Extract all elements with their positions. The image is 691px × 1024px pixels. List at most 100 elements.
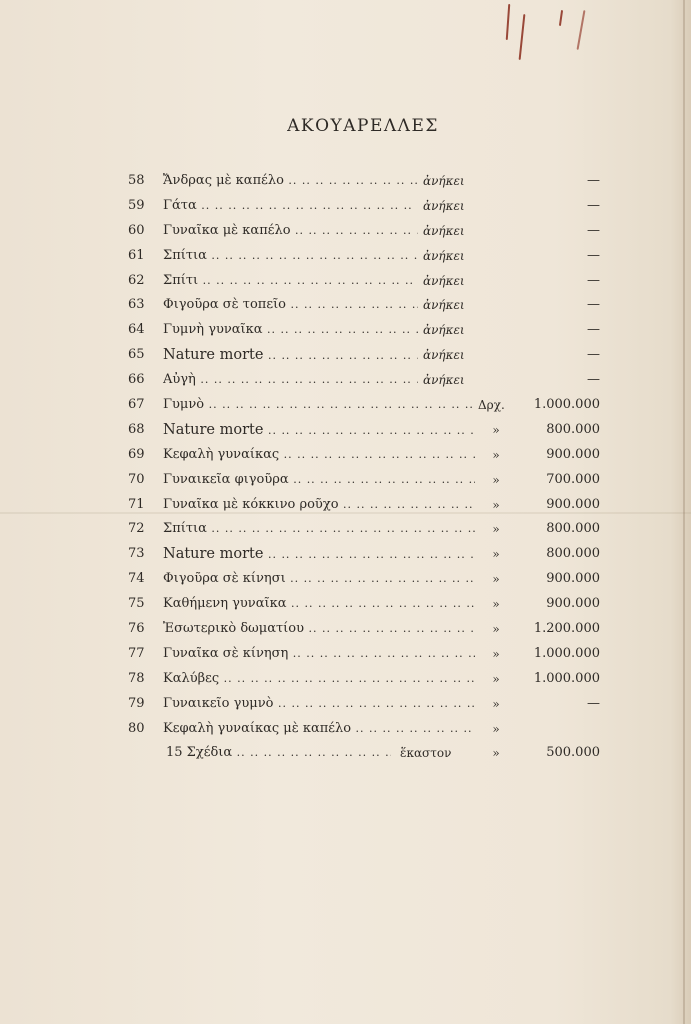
artwork-title-text: Καθήμενη γυναῖκα bbox=[163, 596, 287, 612]
currency-mark: » bbox=[492, 696, 500, 711]
page-title: ΑΚΟΥΑΡΕΛΛΕΣ bbox=[287, 116, 439, 136]
artwork-title-text: Ἄνδρας μὲ καπέλο bbox=[163, 173, 284, 188]
sketches-title: 15 Σχέδια bbox=[166, 741, 391, 766]
price-value: — bbox=[587, 347, 600, 363]
ownership-status: ἀνήκει bbox=[423, 248, 465, 263]
artwork-title-text: Φιγοῦρα σὲ κίνησι bbox=[163, 571, 286, 587]
price-value: — bbox=[587, 695, 600, 711]
artwork-title: Γυναικεῖο γυμνὸ bbox=[163, 692, 475, 717]
price-value: 1.000.000 bbox=[533, 645, 600, 661]
list-item: 60 Γυναῖκα μὲ καπέλο ἀνήκει — bbox=[0, 219, 691, 244]
artwork-title: Σπίτια bbox=[163, 517, 475, 542]
item-number: 72 bbox=[128, 521, 145, 537]
artwork-title: Nature morte bbox=[163, 418, 475, 444]
currency-mark: » bbox=[492, 646, 500, 661]
artwork-title: Ἄνδρας μὲ καπέλο bbox=[163, 169, 418, 194]
list-item: 59 Γάτα ἀνήκει — bbox=[0, 194, 691, 219]
item-number: 71 bbox=[128, 496, 145, 512]
list-item: 58 Ἄνδρας μὲ καπέλο ἀνήκει — bbox=[0, 169, 691, 194]
price-value: — bbox=[587, 272, 600, 288]
list-item: 79 Γυναικεῖο γυμνὸ » — bbox=[0, 692, 691, 717]
currency-mark: » bbox=[492, 597, 500, 612]
artwork-title: Φιγοῦρα σὲ κίνησι bbox=[163, 567, 475, 592]
artwork-title-text: Γυναικεῖο γυμνὸ bbox=[163, 695, 274, 711]
artwork-title-text: Γυμνὸ bbox=[163, 397, 205, 413]
currency-mark: » bbox=[492, 447, 500, 462]
artwork-title: Καλύβες bbox=[163, 667, 475, 692]
artwork-title-text: Ἐσωτερικὸ δωματίου bbox=[163, 621, 304, 637]
item-number: 80 bbox=[128, 720, 145, 736]
list-item: 70 Γυναικεῖα φιγοῦρα » 700.000 bbox=[0, 468, 691, 493]
price-value: 800.000 bbox=[546, 421, 600, 437]
price-value: — bbox=[587, 222, 600, 238]
item-number: 76 bbox=[128, 621, 145, 637]
artwork-title: Γυναῖκα μὲ καπέλο bbox=[163, 219, 418, 244]
item-number: 75 bbox=[128, 596, 145, 612]
price-value: 800.000 bbox=[546, 521, 600, 537]
artwork-title-text: Καλύβες bbox=[163, 670, 220, 686]
list-item-sketches: 15 Σχέδια ἕκαστον » 500.000 bbox=[0, 741, 691, 766]
list-item: 62 Σπίτι ἀνήκει — bbox=[0, 269, 691, 294]
item-number: 69 bbox=[128, 446, 145, 462]
item-number: 59 bbox=[128, 197, 145, 213]
currency-mark: » bbox=[492, 671, 500, 686]
ownership-status: ἀνήκει bbox=[423, 298, 465, 313]
price-value: 1.000.000 bbox=[533, 670, 600, 686]
artwork-title: Nature morte bbox=[163, 343, 418, 369]
artwork-title-text: Γάτα bbox=[163, 197, 197, 213]
list-item: 65 Nature morte ἀνήκει — bbox=[0, 343, 691, 368]
artwork-title: Κεφαλὴ γυναίκας μὲ καπέλο bbox=[163, 717, 475, 742]
artwork-title-text: Σπίτια bbox=[163, 521, 207, 537]
artwork-title: Nature morte bbox=[163, 542, 475, 568]
currency-mark: » bbox=[492, 721, 500, 736]
artwork-title: Γυμνὴ γυναῖκα bbox=[163, 318, 418, 343]
item-number: 79 bbox=[128, 695, 145, 711]
artwork-title-text: Nature morte bbox=[163, 546, 264, 563]
price-value: — bbox=[587, 322, 600, 338]
list-item: 72 Σπίτια » 800.000 bbox=[0, 517, 691, 542]
artwork-title: Γυναῖκα μὲ κόκκινο ροῦχο bbox=[163, 493, 475, 518]
ownership-status: ἀνήκει bbox=[423, 348, 465, 363]
item-number: 63 bbox=[128, 297, 145, 313]
price-value: 900.000 bbox=[546, 496, 600, 512]
price-value: — bbox=[587, 247, 600, 263]
item-number: 73 bbox=[128, 546, 145, 562]
list-item: 75 Καθήμενη γυναῖκα » 900.000 bbox=[0, 592, 691, 617]
item-number: 61 bbox=[128, 247, 145, 263]
price-value: — bbox=[587, 197, 600, 213]
artwork-title-text: Κεφαλὴ γυναίκας μὲ καπέλο bbox=[163, 720, 352, 736]
each-label: ἕκαστον bbox=[400, 746, 452, 761]
item-number: 78 bbox=[128, 670, 145, 686]
price-value: — bbox=[587, 173, 600, 188]
currency-mark: » bbox=[492, 422, 500, 437]
artwork-title-text: Γυμνὴ γυναῖκα bbox=[163, 322, 263, 338]
artwork-title-text: Γυναῖκα σὲ κίνηση bbox=[163, 645, 289, 661]
page-edge bbox=[683, 0, 685, 1024]
artwork-title: Σπίτια bbox=[163, 244, 418, 269]
artwork-title: Κεφαλὴ γυναίκας bbox=[163, 443, 475, 468]
artwork-title-text: Nature morte bbox=[163, 421, 264, 438]
artwork-title: Γυναῖκα σὲ κίνηση bbox=[163, 642, 475, 667]
item-number: 67 bbox=[128, 397, 145, 413]
currency-mark: » bbox=[492, 572, 500, 587]
price-value: — bbox=[587, 297, 600, 313]
artwork-title-text: Φιγοῦρα σὲ τοπεῖο bbox=[163, 297, 287, 313]
item-number: 74 bbox=[128, 571, 145, 587]
artwork-title-text: Αὐγὴ bbox=[163, 372, 196, 388]
artwork-title: Ἐσωτερικὸ δωματίου bbox=[163, 617, 475, 642]
currency-mark: » bbox=[492, 547, 500, 562]
item-number: 68 bbox=[128, 421, 145, 437]
item-number: 62 bbox=[128, 272, 145, 288]
price-value: 900.000 bbox=[546, 571, 600, 587]
list-item: 78 Καλύβες » 1.000.000 bbox=[0, 667, 691, 692]
price-value: 900.000 bbox=[546, 446, 600, 462]
item-number: 65 bbox=[128, 347, 145, 363]
price-value: 1.200.000 bbox=[533, 621, 600, 637]
currency-mark: Δρχ. bbox=[478, 398, 505, 413]
artwork-title-text: Γυναῖκα μὲ κόκκινο ροῦχο bbox=[163, 496, 339, 512]
ownership-status: ἀνήκει bbox=[423, 223, 465, 238]
list-item: 76 Ἐσωτερικὸ δωματίου » 1.200.000 bbox=[0, 617, 691, 642]
item-number: 64 bbox=[128, 322, 145, 338]
artwork-title-text: Σπίτι bbox=[163, 272, 199, 288]
